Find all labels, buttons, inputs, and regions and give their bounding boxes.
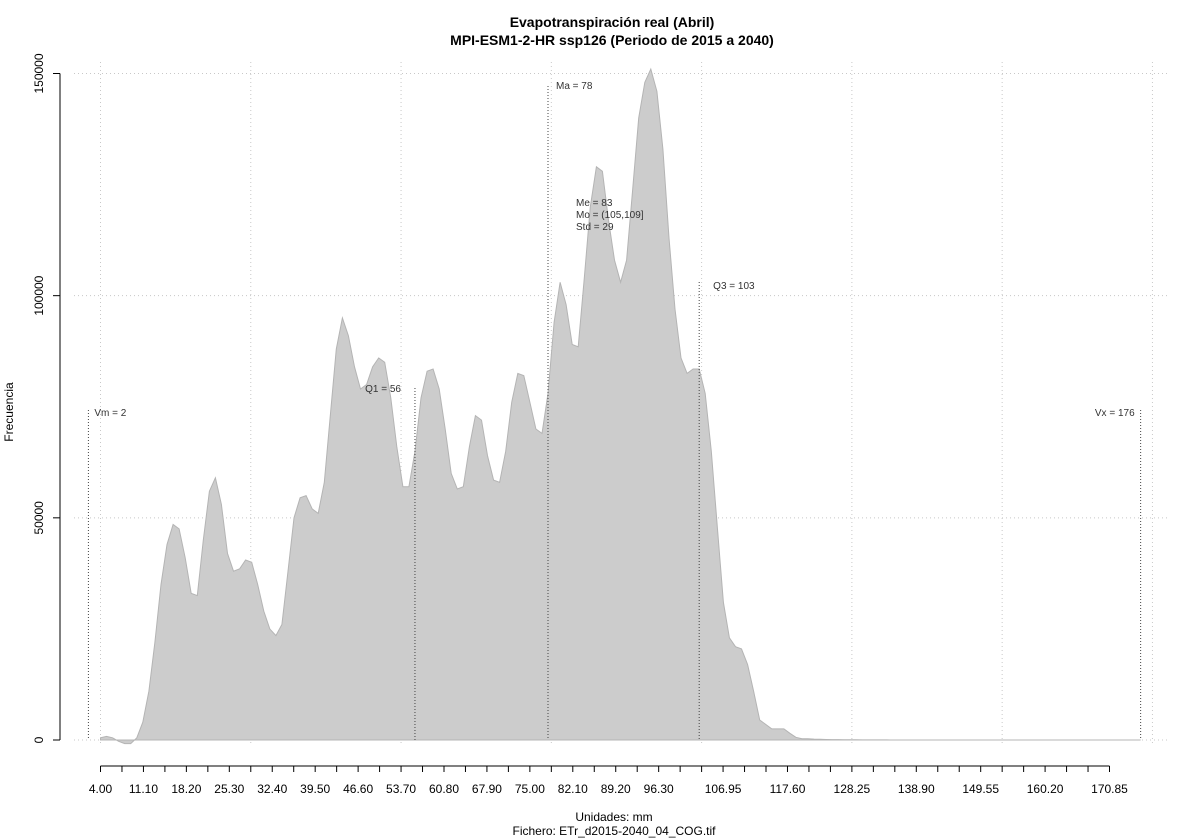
x-tick-label-7: 53.70 [386, 782, 416, 796]
y-tick-label-2: 100000 [32, 275, 46, 315]
median-label: Me = 83 [576, 198, 613, 209]
x-tick-label-10: 75.00 [515, 782, 545, 796]
x-tick-label-14: 106.95 [705, 782, 742, 796]
x-tick-label-9: 67.90 [472, 782, 502, 796]
vx-marker-label: Vx = 176 [1095, 408, 1135, 419]
stat-markers: Vm = 2 Q1 = 56 Ma = 78 Q3 = 103 Vx = 176 [87, 81, 1142, 740]
std-label: Std = 29 [576, 222, 614, 233]
x-tick-label-1: 11.10 [129, 782, 158, 796]
y-tick-label-3: 150000 [32, 53, 46, 93]
x-tick-label-5: 39.50 [300, 782, 330, 796]
area-series [100, 67, 1141, 745]
x-tick-label-6: 46.60 [343, 782, 373, 796]
x-tick-label-8: 60.80 [429, 782, 459, 796]
axes: 0 50000 100000 150000 4.00 11.10 18.20 25.30 32.… [32, 53, 1128, 796]
x-tick-label-11: 82.10 [558, 782, 588, 796]
y-axis-title: Frecuencia [2, 382, 16, 442]
x-tick-label-0: 4.00 [89, 782, 113, 796]
mode-label: Mo = (105,109] [576, 210, 644, 221]
x-tick-label-16: 128.25 [834, 782, 871, 796]
x-axis-title: Unidades: mm [575, 810, 652, 824]
q1-marker-label: Q1 = 56 [365, 384, 401, 395]
x-tick-label-17: 138.90 [898, 782, 935, 796]
y-tick-label-1: 50000 [32, 501, 46, 535]
x-tick-label-12: 89.20 [601, 782, 631, 796]
q3-marker-label: Q3 = 103 [713, 281, 755, 292]
x-tick-label-15: 117.60 [770, 782, 806, 796]
x-tick-label-3: 25.30 [214, 782, 244, 796]
x-tick-label-19: 160.20 [1027, 782, 1064, 796]
x-tick-label-4: 32.40 [257, 782, 287, 796]
density-area [100, 67, 1141, 745]
file-label: Fichero: ETr_d2015-2040_04_COG.tif [513, 824, 717, 838]
x-tick-label-13: 96.30 [644, 782, 674, 796]
vm-marker-label: Vm = 2 [94, 408, 126, 419]
y-tick-label-0: 0 [32, 736, 46, 743]
x-tick-label-20: 170.85 [1091, 782, 1128, 796]
x-tick-label-2: 18.20 [171, 782, 201, 796]
chart-title: Evapotranspiración real (Abril) [510, 14, 715, 30]
chart-subtitle: MPI-ESM1-2-HR ssp126 (Periodo de 2015 a … [450, 32, 774, 48]
x-tick-label-18: 149.55 [962, 782, 999, 796]
ma-marker-label: Ma = 78 [556, 81, 593, 92]
